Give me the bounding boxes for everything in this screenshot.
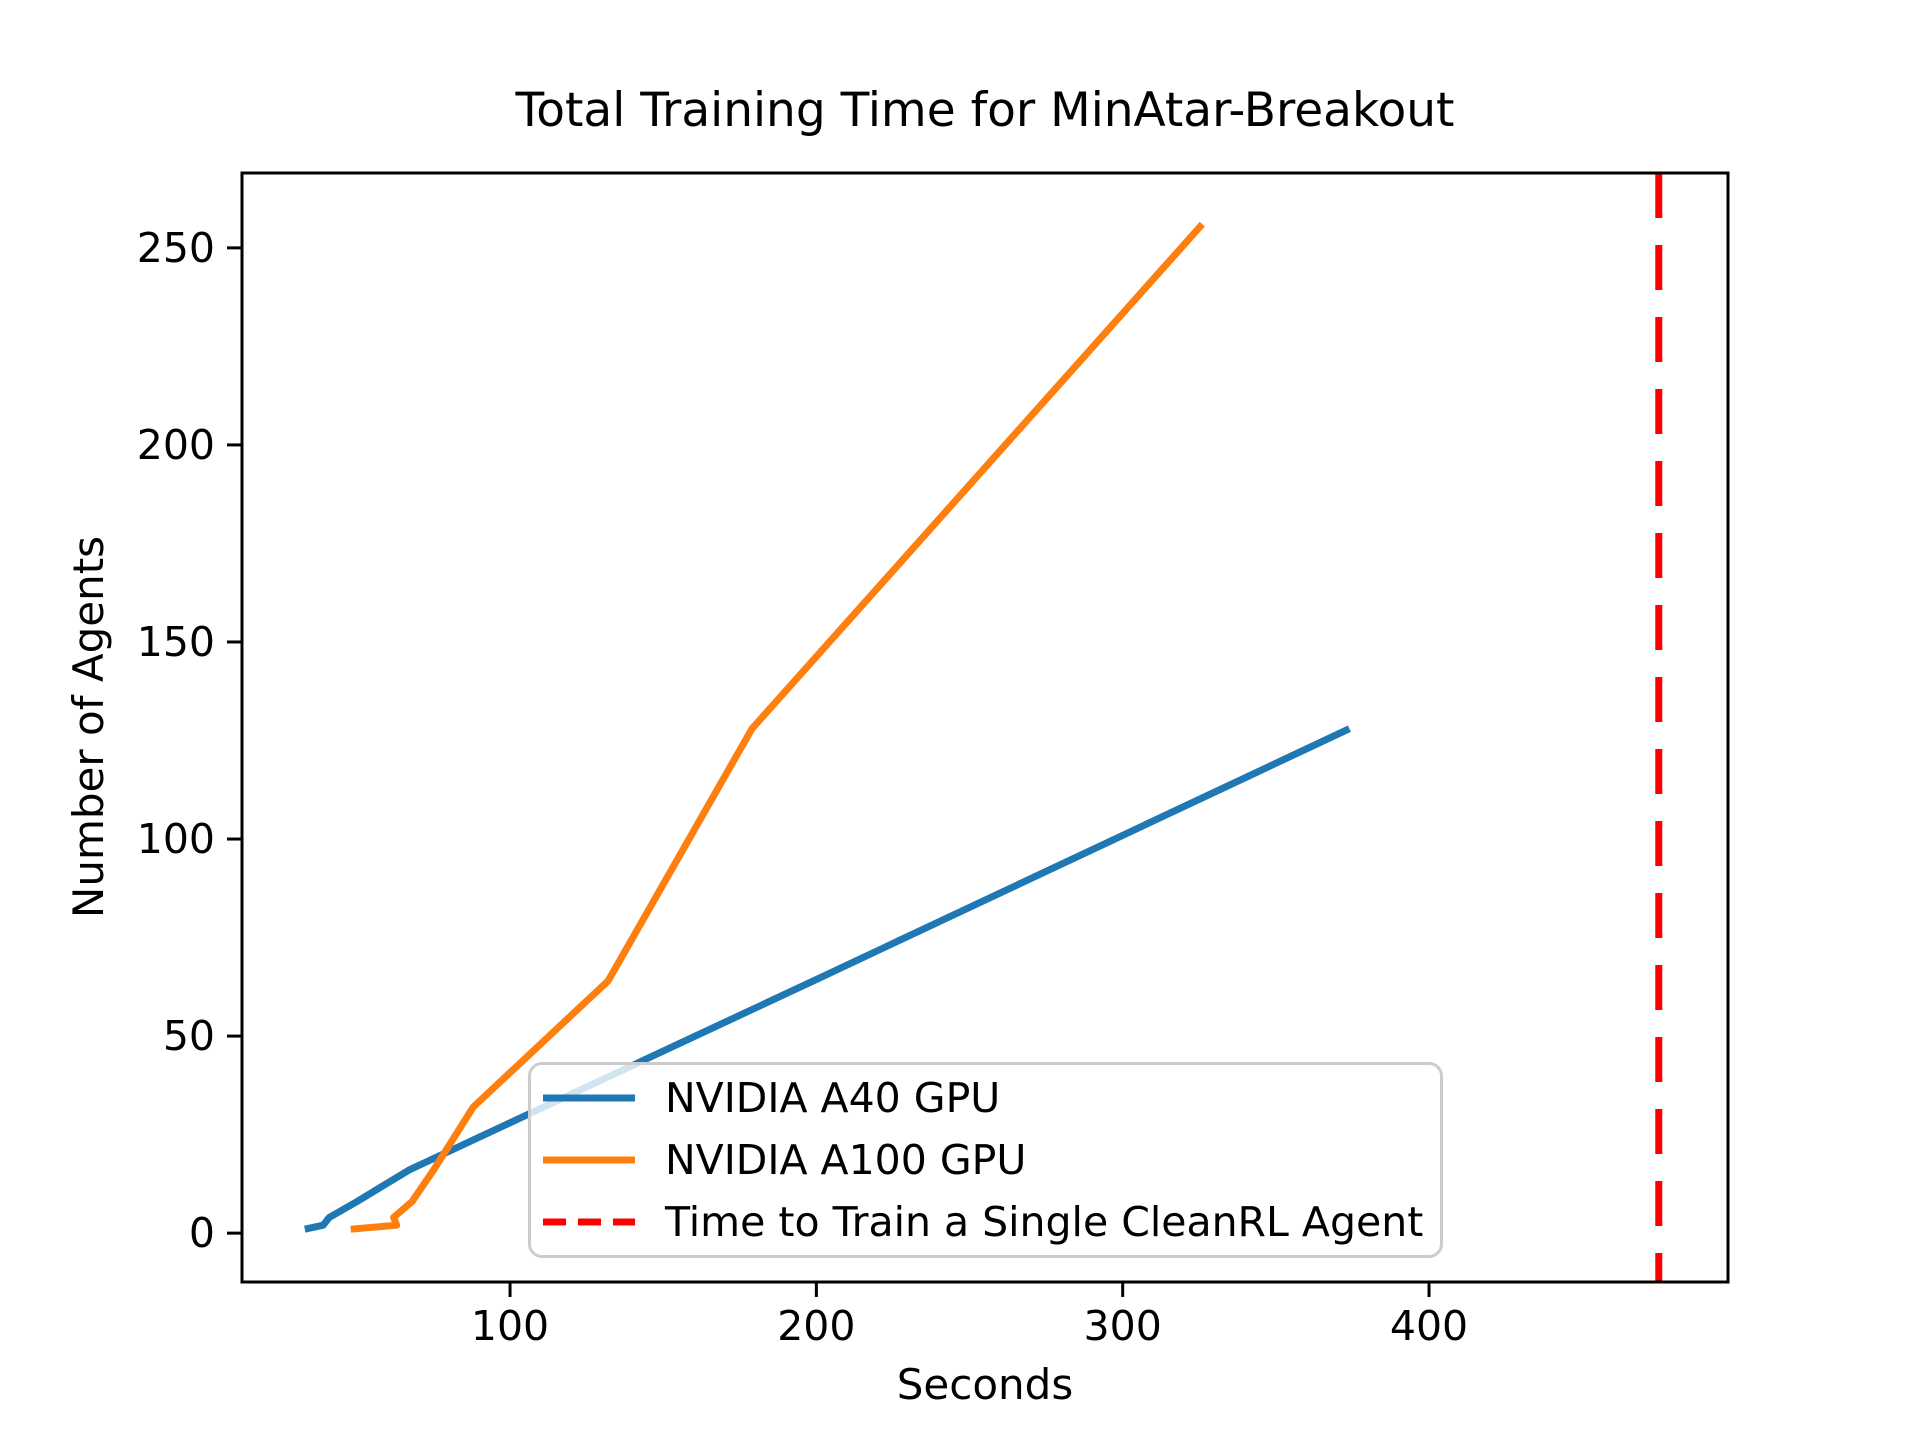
plot-frame [240, 171, 1730, 1284]
legend-label-vline: Time to Train a Single CleanRL Agent [665, 1198, 1424, 1246]
y-tick-label: 250 [137, 224, 215, 272]
x-tick-label: 100 [471, 1302, 549, 1350]
y-tick-label: 100 [137, 815, 215, 863]
legend: NVIDIA A40 GPU NVIDIA A100 GPU Time to T… [528, 1062, 1443, 1258]
series-line-nvidia-a40-gpu [304, 725, 1351, 1233]
legend-row-a100: NVIDIA A100 GPU [531, 1136, 1440, 1184]
legend-row-vline: Time to Train a Single CleanRL Agent [531, 1198, 1440, 1246]
legend-line-a40-icon [543, 1094, 635, 1102]
chart-title: Total Training Time for MinAtar-Breakout [515, 83, 1455, 138]
x-tick-label: 200 [777, 1302, 855, 1350]
legend-row-a40: NVIDIA A40 GPU [531, 1074, 1440, 1122]
y-axis-label: Number of Agents [64, 535, 113, 919]
legend-line-a100-icon [543, 1156, 635, 1164]
x-axis-label: Seconds [896, 1360, 1074, 1409]
y-tick-label: 150 [137, 618, 215, 666]
legend-label-a40: NVIDIA A40 GPU [665, 1074, 1001, 1122]
y-tick-label: 50 [163, 1012, 215, 1060]
legend-dashed-line-icon [543, 1218, 635, 1226]
y-tick-label: 200 [137, 421, 215, 469]
legend-label-a100: NVIDIA A100 GPU [665, 1136, 1027, 1184]
series-line-nvidia-a100-gpu [350, 221, 1205, 1233]
x-tick-label: 400 [1390, 1302, 1468, 1350]
y-tick-label: 0 [189, 1209, 215, 1257]
x-tick-label: 300 [1084, 1302, 1162, 1350]
